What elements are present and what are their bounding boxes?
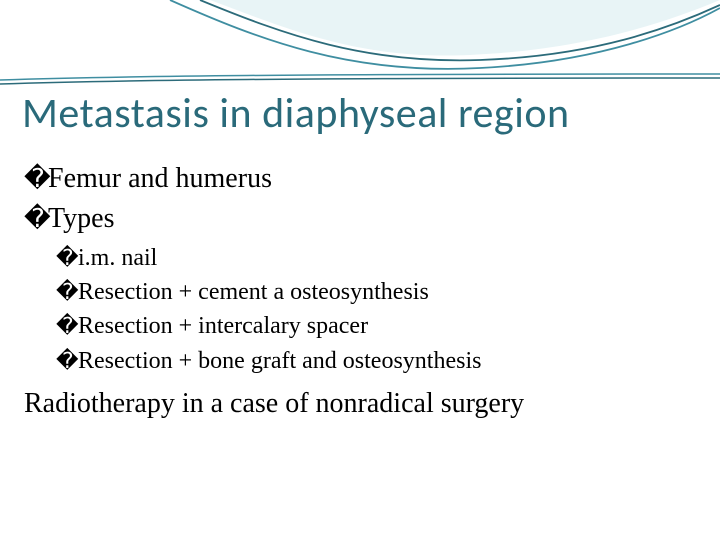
slide-title: Metastasis in diaphyseal region: [22, 88, 570, 139]
bullet-text: i.m. nail: [78, 245, 157, 271]
decorative-wave: [0, 0, 720, 90]
bullet-glyph: �: [24, 207, 46, 229]
closing-line: Radiotherapy in a case of nonradical sur…: [24, 385, 684, 423]
bullet-l2: �i.m. nail: [56, 242, 684, 274]
bullet-l2: �Resection + bone graft and osteosynthes…: [56, 345, 684, 377]
bullet-l1: �Femur and humerus: [24, 160, 684, 198]
bullet-glyph: �: [56, 282, 76, 302]
bullet-text: Resection + cement a osteosynthesis: [78, 279, 429, 305]
bullet-glyph: �: [56, 248, 76, 268]
bullet-l2: �Resection + intercalary spacer: [56, 310, 684, 342]
bullet-text: Resection + bone graft and osteosynthesi…: [78, 348, 481, 374]
bullet-glyph: �: [24, 167, 46, 189]
bullet-text: Resection + intercalary spacer: [78, 313, 368, 339]
sub-bullet-group: �i.m. nail �Resection + cement a osteosy…: [56, 242, 684, 378]
bullet-glyph: �: [56, 351, 76, 371]
bullet-text: Types: [48, 203, 114, 234]
bullet-l2: �Resection + cement a osteosynthesis: [56, 276, 684, 308]
bullet-l1: �Types: [24, 200, 684, 238]
slide-body: �Femur and humerus �Types �i.m. nail �Re…: [24, 160, 684, 423]
bullet-glyph: �: [56, 316, 76, 336]
bullet-text: Femur and humerus: [48, 163, 272, 194]
wave-svg: [0, 0, 720, 90]
